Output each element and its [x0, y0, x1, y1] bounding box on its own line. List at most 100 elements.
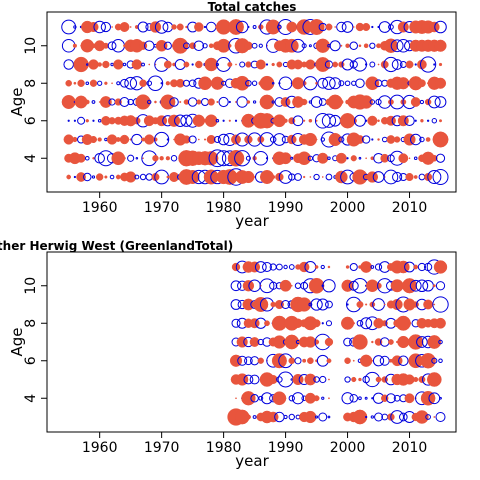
residual-negative-bubble — [329, 77, 342, 90]
residual-positive-bubble — [159, 156, 164, 161]
residual-positive-bubble — [427, 372, 442, 387]
residual-negative-bubble — [222, 119, 225, 122]
y-tick-label: 10 — [23, 37, 39, 55]
residual-negative-bubble — [146, 80, 153, 87]
residual-negative-bubble — [316, 298, 329, 311]
residual-positive-bubble — [204, 57, 218, 72]
residual-positive-bubble — [326, 358, 332, 364]
residual-positive-bubble — [216, 100, 219, 104]
residual-positive-bubble — [249, 318, 260, 329]
residual-negative-bubble — [83, 172, 92, 182]
residual-negative-bubble — [313, 173, 320, 181]
residual-negative-bubble — [86, 63, 89, 66]
residual-negative-bubble — [346, 303, 349, 306]
residual-positive-bubble — [245, 414, 251, 420]
residual-negative-bubble — [435, 281, 446, 291]
residual-positive-bubble — [104, 81, 108, 85]
y-axis-label: Age — [8, 87, 26, 116]
x-tick-label: 1990 — [268, 200, 304, 216]
residual-positive-bubble — [418, 376, 426, 383]
residual-negative-bubble — [361, 135, 371, 144]
residual-negative-bubble — [259, 278, 275, 294]
residual-positive-bubble — [271, 353, 287, 369]
residual-negative-bubble — [398, 412, 408, 422]
residual-positive-bubble — [115, 174, 121, 180]
residual-negative-bubble — [370, 415, 374, 419]
residual-negative-bubble — [73, 25, 77, 29]
x-tick-label: 2000 — [330, 440, 366, 456]
residual-positive-bubble — [328, 397, 330, 400]
residual-negative-bubble — [325, 300, 333, 309]
residual-negative-bubble — [432, 296, 449, 313]
residual-negative-bubble — [127, 154, 135, 162]
residual-negative-bubble — [372, 355, 385, 367]
residual-positive-bubble — [92, 157, 95, 160]
y-axis: 4 6 8 10 — [23, 277, 47, 403]
residual-negative-bubble — [360, 317, 373, 330]
residual-positive-bubble — [268, 375, 278, 384]
residual-positive-bubble — [385, 115, 396, 126]
residual-negative-bubble — [315, 415, 319, 419]
residual-negative-bubble — [325, 173, 333, 181]
residual-negative-bubble — [251, 42, 258, 49]
residual-positive-bubble — [235, 63, 237, 66]
residual-negative-bubble — [258, 43, 263, 48]
residual-positive-bubble — [335, 170, 348, 184]
residual-positive-bubble — [85, 119, 89, 123]
x-axis: 1960 1970 1980 1990 2000 2010 — [82, 192, 427, 216]
residual-negative-bubble — [276, 376, 283, 383]
residual-positive-bubble — [245, 61, 252, 68]
residual-positive-bubble — [328, 132, 342, 147]
residual-negative-bubble — [217, 133, 230, 146]
residual-positive-bubble — [300, 98, 308, 106]
residual-positive-bubble — [358, 44, 362, 48]
plot-frame — [46, 251, 457, 433]
residual-positive-bubble — [350, 155, 357, 162]
residual-negative-bubble — [371, 138, 374, 141]
residual-positive-bubble — [304, 373, 317, 386]
residual-negative-bubble — [278, 170, 293, 184]
residual-negative-bubble — [352, 57, 368, 72]
residual-positive-bubble — [377, 119, 380, 123]
residual-negative-bubble — [417, 262, 427, 272]
residual-negative-bubble — [341, 21, 354, 33]
residual-negative-bubble — [139, 173, 147, 181]
residual-positive-bubble — [398, 153, 409, 164]
residual-positive-bubble — [321, 176, 324, 178]
residual-negative-bubble — [336, 21, 347, 33]
residual-positive-bubble — [408, 157, 411, 160]
residual-negative-bubble — [147, 99, 152, 105]
residual-negative-bubble — [365, 119, 368, 122]
residual-negative-bubble — [338, 80, 345, 87]
residual-negative-bubble — [251, 80, 258, 86]
residual-negative-bubble — [134, 174, 140, 180]
residual-positive-bubble — [258, 24, 264, 30]
residual-positive-bubble — [352, 359, 355, 362]
residual-positive-bubble — [431, 154, 438, 162]
residual-positive-bubble — [325, 23, 333, 31]
residual-positive-bubble — [397, 21, 409, 33]
x-axis-label: year — [235, 452, 269, 470]
residual-negative-bubble — [283, 264, 288, 270]
residual-positive-bubble — [264, 320, 270, 327]
residual-negative-bubble — [355, 78, 365, 89]
residual-negative-bubble — [202, 43, 208, 49]
residual-positive-bubble — [265, 19, 281, 35]
residual-positive-bubble — [76, 172, 86, 182]
residual-negative-bubble — [435, 411, 446, 423]
residual-positive-bubble — [284, 397, 287, 400]
residual-positive-bubble — [204, 151, 219, 166]
residual-positive-bubble — [420, 353, 436, 369]
residual-positive-bubble — [397, 77, 410, 90]
residual-positive-bubble — [303, 132, 317, 147]
residual-negative-bubble — [234, 119, 238, 122]
residual-positive-bubble — [165, 156, 170, 161]
residual-positive-bubble — [204, 114, 218, 128]
residual-positive-bubble — [144, 134, 155, 145]
residual-negative-bubble — [265, 157, 269, 160]
residual-positive-bubble — [374, 338, 383, 346]
residual-positive-bubble — [72, 136, 78, 143]
residual-positive-bubble — [102, 60, 110, 69]
residual-positive-bubble — [371, 340, 374, 344]
residual-negative-bubble — [432, 169, 449, 185]
